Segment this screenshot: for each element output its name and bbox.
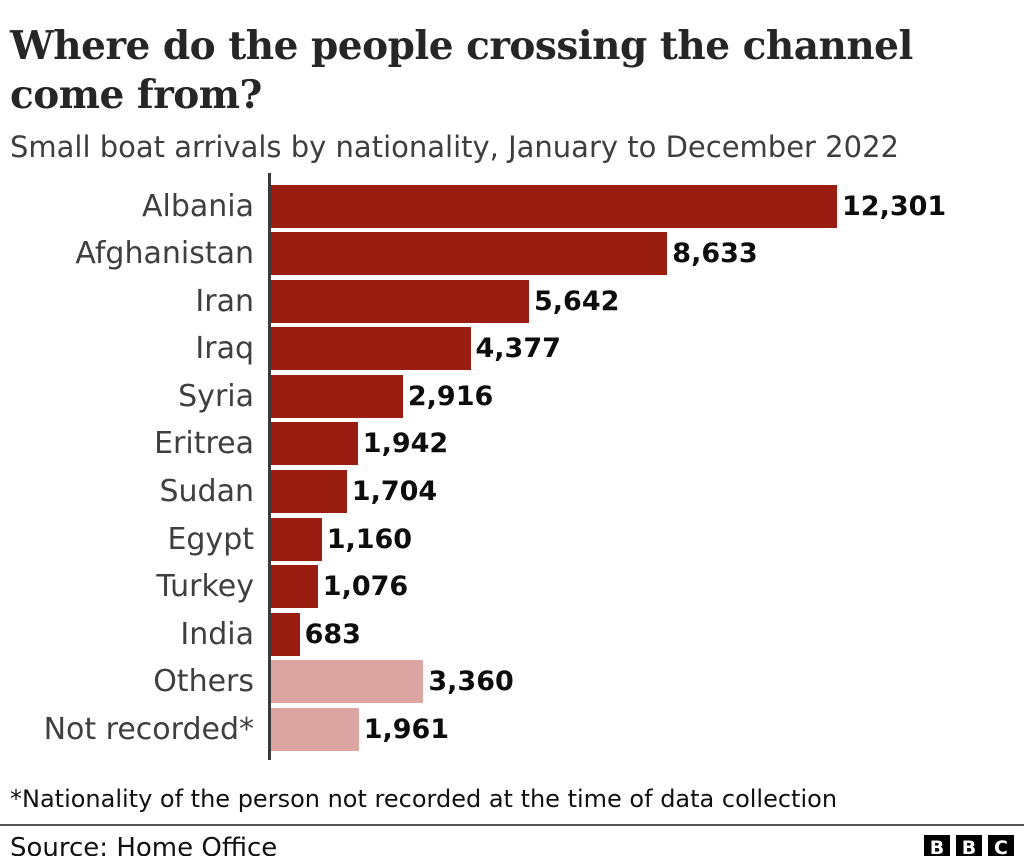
bbc-logo-letter: C: [988, 835, 1014, 856]
bar-track: 12,301: [268, 184, 1014, 228]
bar-row: Others 3,360: [10, 658, 1014, 706]
category-label: Not recorded*: [43, 711, 254, 747]
bar: [268, 707, 359, 751]
bar: [268, 660, 424, 704]
bar-track: 3,360: [268, 660, 1014, 704]
footer-divider: [0, 824, 1024, 827]
bar-chart: Albania 12,301 Afghanistan 8,633 Iran 5,…: [10, 173, 1014, 761]
category-label: Albania: [141, 188, 254, 224]
value-label: 1,961: [363, 713, 450, 745]
bar: [268, 374, 403, 418]
bar: [268, 422, 358, 466]
bar-track: 683: [268, 612, 1014, 656]
category-label: Sudan: [159, 474, 255, 510]
bar: [268, 565, 318, 609]
value-label: 1,704: [351, 476, 438, 508]
bar-track: 1,961: [268, 707, 1014, 751]
category-label: Eritrea: [154, 426, 254, 462]
bar-track: 1,076: [268, 565, 1014, 609]
bar: [268, 612, 300, 656]
bar-track: 2,916: [268, 374, 1014, 418]
bar: [268, 327, 471, 371]
bar-track: 1,160: [268, 517, 1014, 561]
bar-row: Turkey 1,076: [10, 563, 1014, 611]
value-label: 2,916: [407, 380, 494, 412]
bar: [268, 232, 668, 276]
category-label: Iraq: [195, 331, 254, 367]
value-label: 3,360: [428, 666, 514, 698]
value-label: 1,160: [326, 523, 413, 555]
bar-track: 4,377: [268, 327, 1014, 371]
value-label: 683: [304, 618, 361, 650]
source-label: Source: Home Office: [10, 833, 278, 856]
bar-row: Afghanistan 8,633: [10, 230, 1014, 278]
bar: [268, 470, 347, 514]
bbc-logo-letter: B: [956, 835, 982, 856]
bar: [268, 517, 322, 561]
bar-row: Iran 5,642: [10, 277, 1014, 325]
bar-row: Sudan 1,704: [10, 468, 1014, 516]
category-label: Afghanistan: [75, 236, 254, 272]
category-label: India: [180, 616, 254, 652]
y-axis-line: [268, 173, 271, 761]
bar-row: India 683: [10, 611, 1014, 659]
category-label: Turkey: [156, 569, 254, 605]
bar-row: Not recorded* 1,961: [10, 706, 1014, 754]
bar-row: Egypt 1,160: [10, 515, 1014, 563]
bar-row: Iraq 4,377: [10, 325, 1014, 373]
value-label: 8,633: [672, 238, 758, 270]
category-label: Egypt: [167, 521, 254, 557]
bar-track: 5,642: [268, 279, 1014, 323]
category-label: Iran: [195, 283, 254, 319]
value-label: 4,377: [475, 333, 561, 365]
chart-subtitle: Small boat arrivals by nationality, Janu…: [10, 129, 899, 164]
bar-track: 8,633: [268, 232, 1014, 276]
value-label: 1,942: [362, 428, 449, 460]
bar: [268, 184, 837, 228]
chart-title: Where do the people crossing the channel…: [10, 23, 913, 118]
bar-track: 1,704: [268, 470, 1014, 514]
bar-rows: Albania 12,301 Afghanistan 8,633 Iran 5,…: [10, 182, 1014, 753]
bar-track: 1,942: [268, 422, 1014, 466]
bbc-logo-letter: B: [924, 835, 950, 856]
bar: [268, 279, 529, 323]
category-label: Syria: [178, 378, 254, 414]
bar-row: Eritrea 1,942: [10, 420, 1014, 468]
value-label: 12,301: [842, 190, 947, 222]
value-label: 1,076: [322, 571, 409, 603]
category-label: Others: [153, 664, 254, 700]
bar-row: Syria 2,916: [10, 373, 1014, 421]
footnote: *Nationality of the person not recorded …: [10, 785, 838, 814]
bar-row: Albania 12,301: [10, 182, 1014, 230]
value-label: 5,642: [534, 285, 620, 317]
